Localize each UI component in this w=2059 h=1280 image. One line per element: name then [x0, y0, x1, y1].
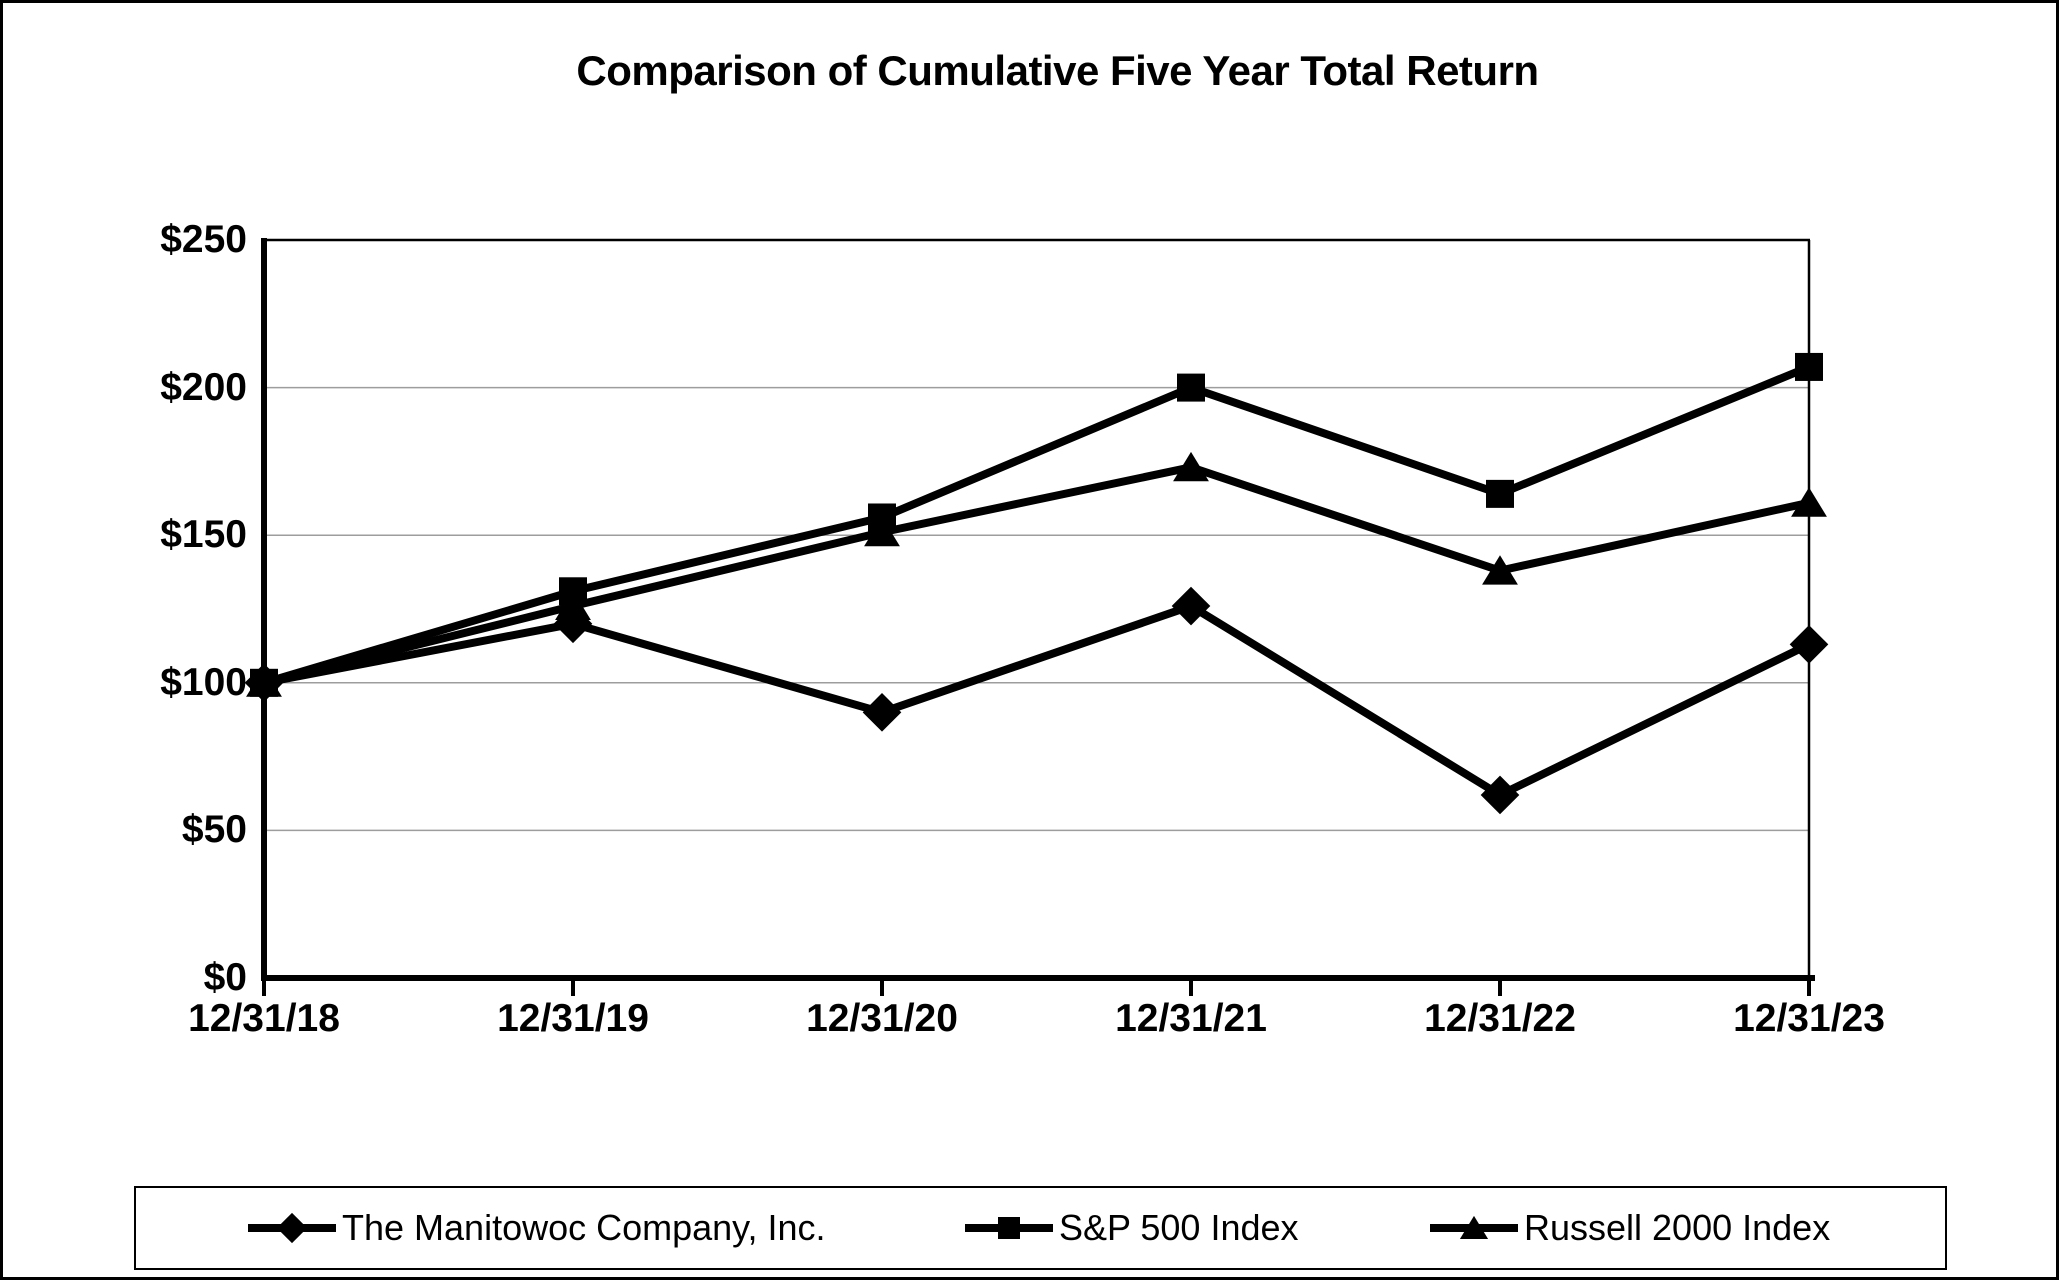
legend-entry-manitowoc: The Manitowoc Company, Inc.	[248, 1188, 826, 1268]
series-line-diamond	[263, 601, 1811, 800]
square-marker	[1177, 373, 1205, 402]
y-axis-tick-label: $0	[203, 956, 247, 999]
x-axis-tick-label: 12/31/18	[188, 997, 340, 1040]
triangle-marker	[864, 516, 900, 547]
triangle-marker	[1173, 451, 1209, 482]
diamond-marker	[1480, 775, 1520, 815]
legend: The Manitowoc Company, Inc. S&P 500 Inde…	[134, 1186, 1947, 1270]
x-axis-tick-label: 12/31/22	[1424, 997, 1576, 1040]
triangle-marker-icon	[1430, 1215, 1518, 1239]
square-marker	[250, 668, 278, 697]
legend-entry-sp500: S&P 500 Index	[965, 1188, 1299, 1268]
square-marker	[1795, 352, 1823, 381]
square-marker	[1486, 479, 1514, 508]
triangle-marker	[555, 590, 591, 621]
triangle-marker	[1791, 487, 1827, 517]
y-axis-tick-label: $100	[160, 660, 247, 704]
legend-label-manitowoc: The Manitowoc Company, Inc.	[342, 1207, 826, 1248]
series-line-square	[262, 363, 1811, 687]
square-marker	[868, 503, 896, 532]
x-axis-tick-label: 12/31/20	[806, 997, 958, 1040]
diamond-marker	[1171, 586, 1211, 626]
legend-entry-russell2000: Russell 2000 Index	[1430, 1188, 1830, 1268]
diamond-marker	[862, 693, 902, 732]
plot-area	[244, 238, 1829, 996]
x-axis-tick-label: 12/31/23	[1733, 997, 1885, 1040]
diamond-marker-icon	[248, 1212, 336, 1244]
diamond-marker	[1789, 625, 1829, 664]
y-axis-tick-label: $250	[160, 218, 247, 261]
diamond-marker	[276, 1212, 308, 1244]
square-marker-icon	[965, 1217, 1053, 1239]
x-axis-tick-label: 12/31/21	[1115, 997, 1267, 1040]
square-marker	[559, 577, 587, 606]
diamond-marker	[553, 604, 593, 644]
triangle-marker	[1459, 1215, 1489, 1239]
series-line-triangle	[263, 463, 1810, 687]
legend-label-sp500: S&P 500 Index	[1059, 1207, 1299, 1248]
chart-title: Comparison of Cumulative Five Year Total…	[576, 47, 1539, 94]
y-axis-tick-label: $50	[181, 808, 247, 852]
legend-label-russell2000: Russell 2000 Index	[1524, 1207, 1831, 1248]
triangle-marker	[1482, 555, 1518, 585]
y-axis-tick-label: $200	[160, 365, 247, 409]
y-axis-tick-label: $150	[160, 513, 247, 557]
x-axis-tick-label: 12/31/19	[497, 997, 649, 1040]
square-marker	[998, 1217, 1020, 1239]
